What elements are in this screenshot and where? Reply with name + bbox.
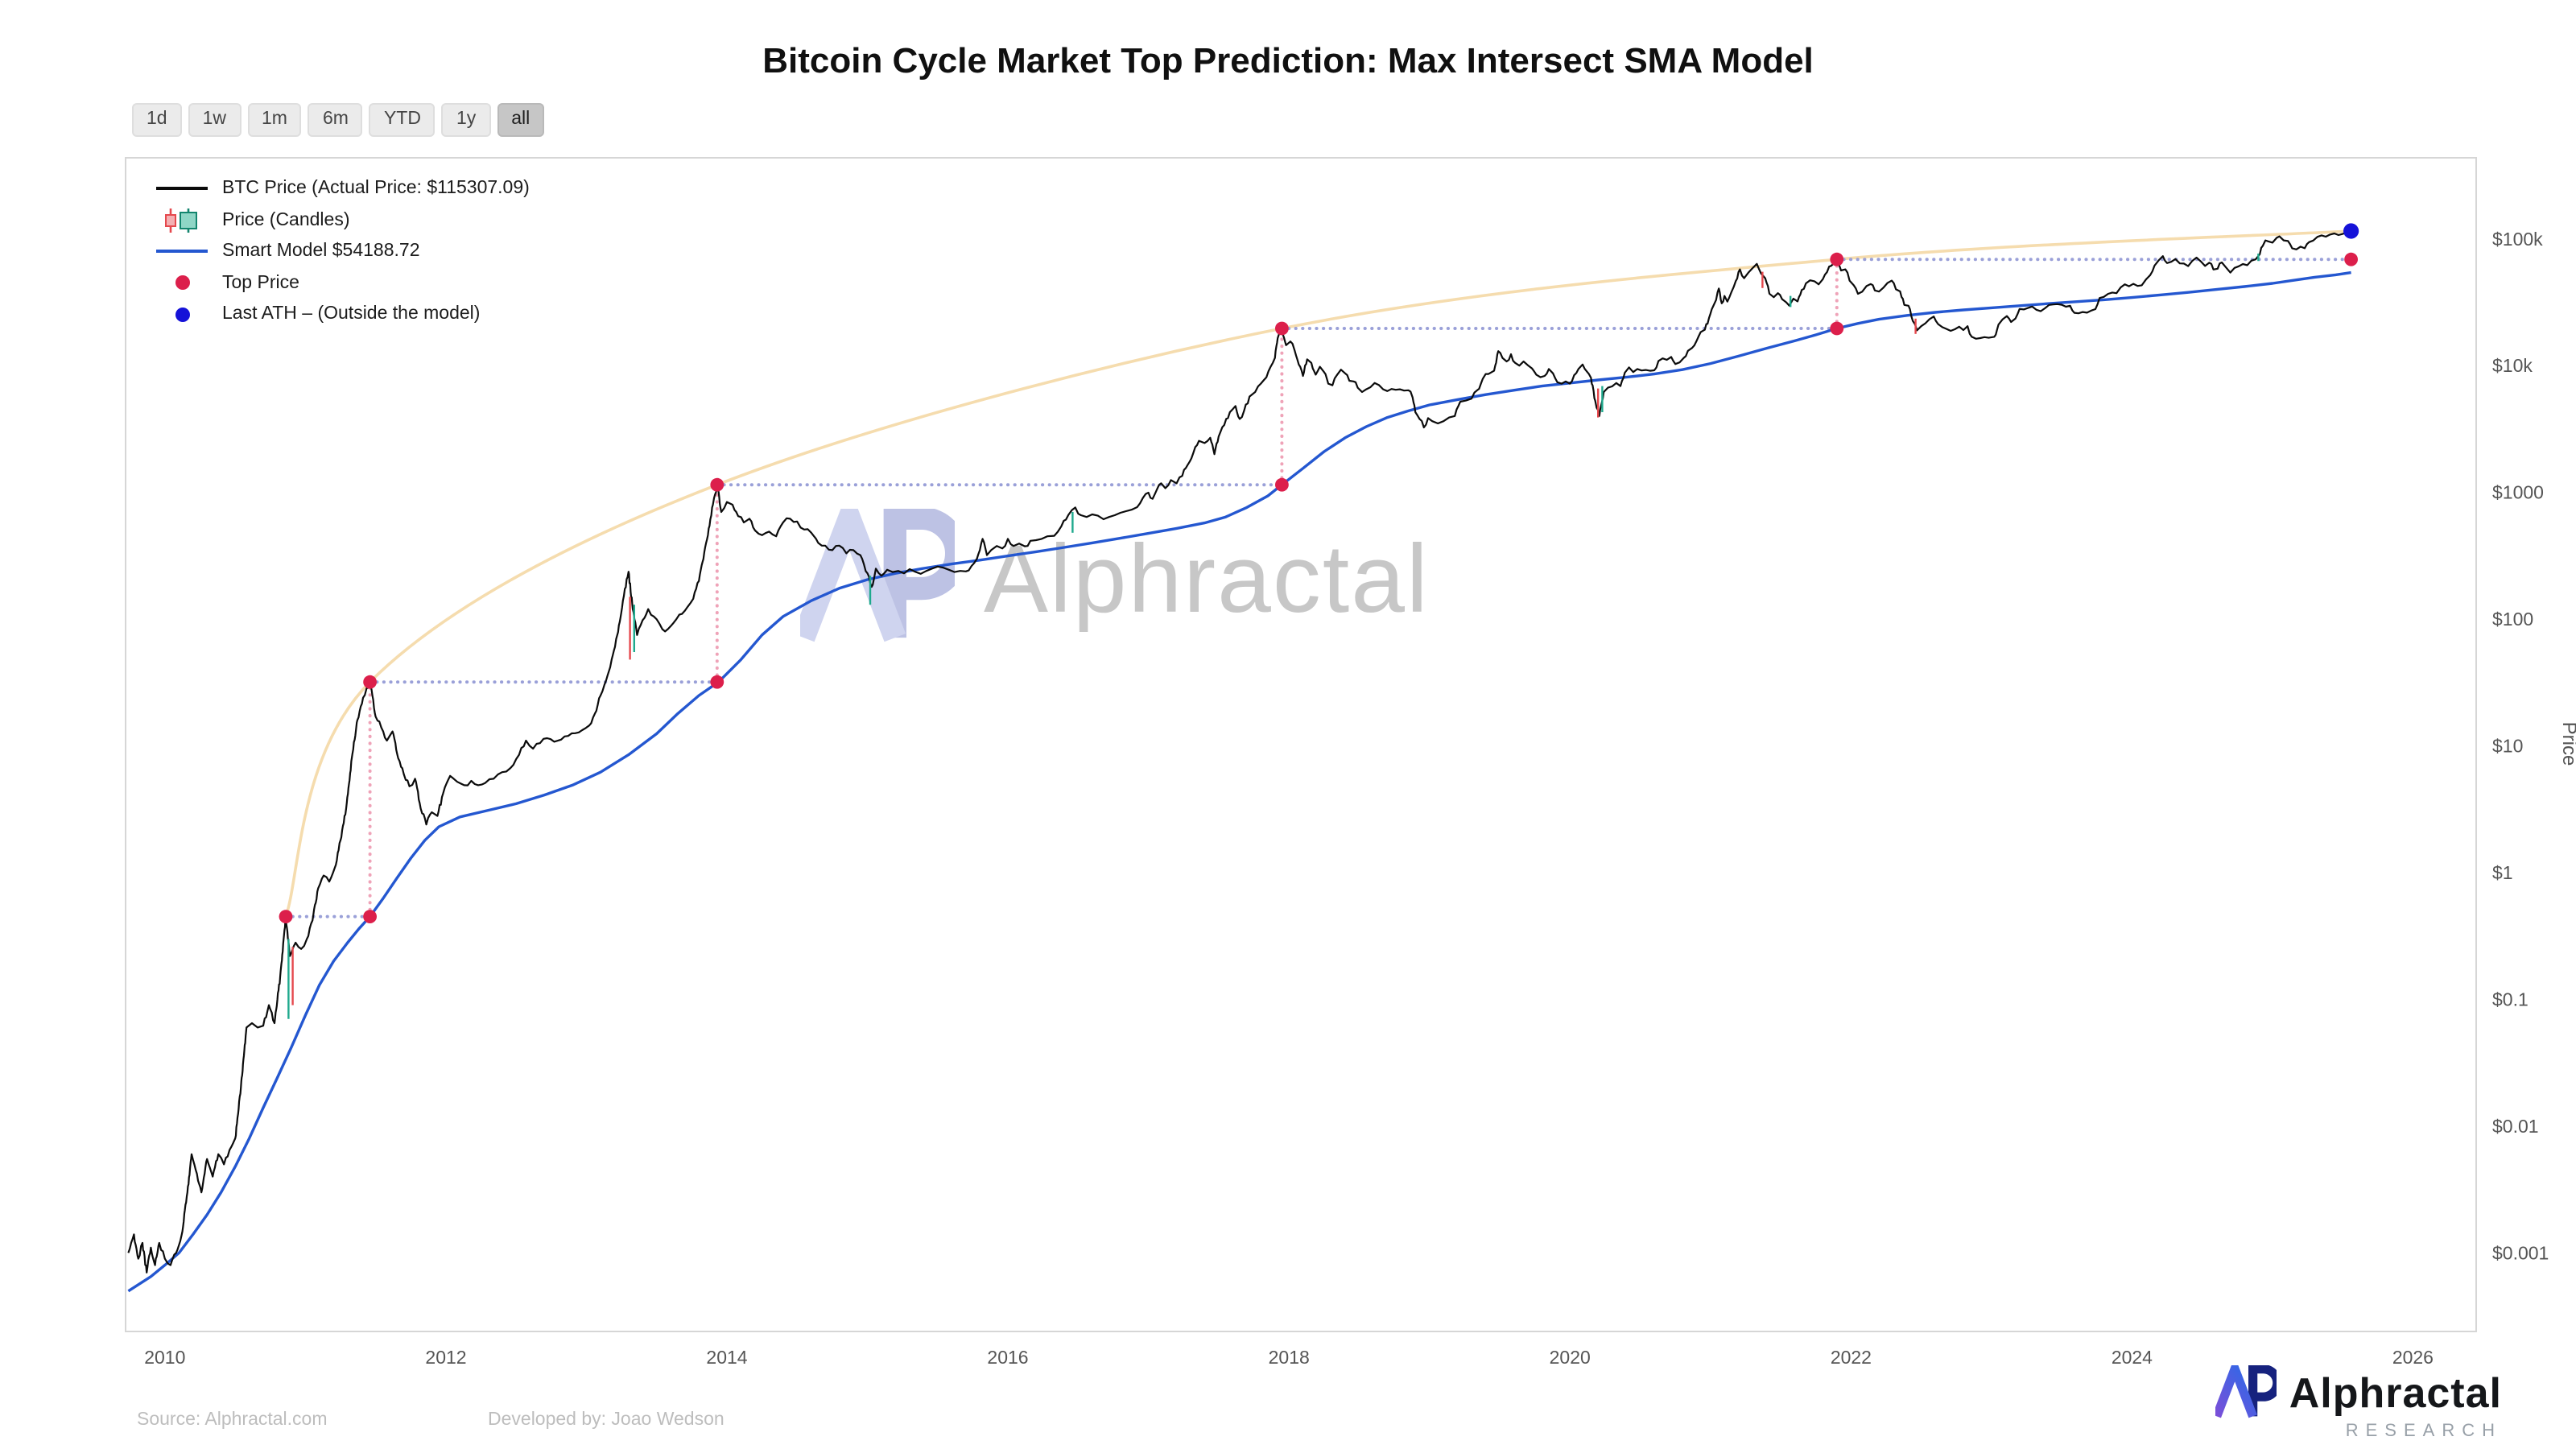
page-title: Bitcoin Cycle Market Top Prediction: Max… bbox=[762, 40, 1814, 80]
svg-text:Price: Price bbox=[2558, 722, 2576, 766]
svg-text:$0.001: $0.001 bbox=[2492, 1242, 2549, 1263]
range-all[interactable]: all bbox=[497, 103, 545, 137]
svg-text:2024: 2024 bbox=[2112, 1347, 2153, 1368]
svg-text:$10: $10 bbox=[2492, 736, 2523, 757]
developer-credit: Developed by: Joao Wedson bbox=[488, 1410, 724, 1430]
range-selector: 1d 1w 1m 6m YTD 1y all bbox=[132, 103, 545, 137]
svg-text:$0.1: $0.1 bbox=[2492, 989, 2529, 1009]
range-ytd[interactable]: YTD bbox=[369, 103, 436, 137]
svg-text:2026: 2026 bbox=[2392, 1347, 2434, 1368]
brand-name: Alphractal bbox=[2289, 1368, 2502, 1416]
legend-item-top-price[interactable]: Top Price bbox=[156, 271, 530, 294]
svg-text:$100: $100 bbox=[2492, 609, 2533, 630]
svg-text:$0.01: $0.01 bbox=[2492, 1116, 2539, 1137]
black-line-swatch-icon bbox=[156, 187, 208, 190]
range-1d[interactable]: 1d bbox=[132, 103, 182, 137]
alphractal-logo-icon bbox=[2215, 1365, 2277, 1418]
legend-label: BTC Price (Actual Price: $115307.09) bbox=[222, 179, 530, 198]
svg-text:2020: 2020 bbox=[1550, 1347, 1591, 1368]
svg-text:2016: 2016 bbox=[987, 1347, 1028, 1368]
source-credit: Source: Alphractal.com bbox=[137, 1410, 328, 1430]
blue-dot-icon bbox=[156, 307, 208, 321]
legend-label: Price (Candles) bbox=[222, 210, 350, 229]
range-6m[interactable]: 6m bbox=[308, 103, 363, 137]
svg-text:2022: 2022 bbox=[1831, 1347, 1872, 1368]
svg-text:$1: $1 bbox=[2492, 862, 2513, 883]
range-1y[interactable]: 1y bbox=[441, 103, 491, 137]
svg-text:2012: 2012 bbox=[425, 1347, 466, 1368]
blue-line-swatch-icon bbox=[156, 250, 208, 253]
legend-item-last-ath[interactable]: Last ATH – (Outside the model) bbox=[156, 303, 530, 325]
legend-label: Top Price bbox=[222, 273, 299, 292]
legend-item-smart-model[interactable]: Smart Model $54188.72 bbox=[156, 240, 530, 262]
legend-item-candles[interactable]: Price (Candles) bbox=[156, 207, 530, 233]
candlestick-icon bbox=[156, 207, 208, 233]
chart-legend: BTC Price (Actual Price: $115307.09) Pri… bbox=[156, 177, 530, 325]
svg-text:$1000: $1000 bbox=[2492, 482, 2544, 503]
brand-logo: Alphractal RESEARCH bbox=[2215, 1365, 2502, 1441]
svg-text:2018: 2018 bbox=[1269, 1347, 1310, 1368]
svg-text:2014: 2014 bbox=[706, 1347, 747, 1368]
svg-text:$10k: $10k bbox=[2492, 355, 2533, 376]
svg-text:2010: 2010 bbox=[144, 1347, 185, 1368]
legend-item-btc-price[interactable]: BTC Price (Actual Price: $115307.09) bbox=[156, 177, 530, 200]
brand-subtitle: RESEARCH bbox=[2345, 1422, 2502, 1441]
range-1m[interactable]: 1m bbox=[247, 103, 302, 137]
legend-label: Last ATH – (Outside the model) bbox=[222, 304, 481, 324]
svg-text:$100k: $100k bbox=[2492, 229, 2543, 250]
range-1w[interactable]: 1w bbox=[188, 103, 241, 137]
red-dot-icon bbox=[156, 275, 208, 290]
legend-label: Smart Model $54188.72 bbox=[222, 242, 420, 261]
